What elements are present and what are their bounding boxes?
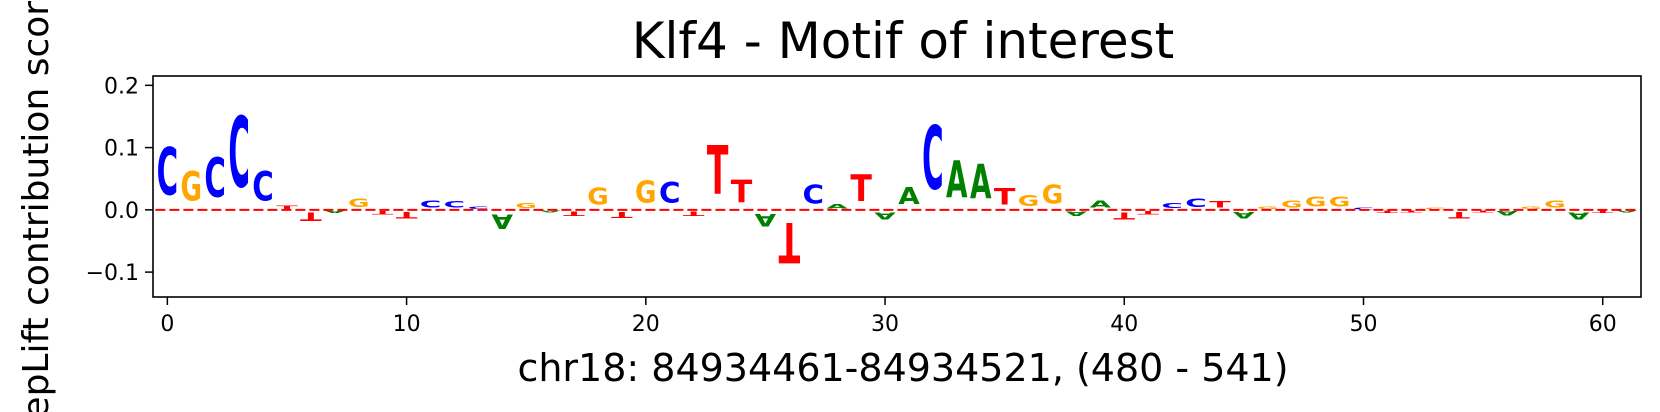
logo-letter-T: T <box>994 185 1016 210</box>
logo-letter-T: T <box>850 168 872 211</box>
logo-letter-G: G <box>348 197 370 210</box>
logo-letter-C: C <box>922 108 944 210</box>
plot-frame <box>153 76 1641 297</box>
x-tick-label: 0 <box>160 312 174 337</box>
logo-letter-T: T <box>707 134 729 211</box>
logo-letter-T: T <box>779 210 801 275</box>
logo-letter-A: A <box>1568 210 1591 222</box>
logo-letter-T: T <box>396 210 418 221</box>
logo-letter-C: C <box>157 134 179 210</box>
logo-letter-A: A <box>874 210 897 222</box>
logo-letter-G: G <box>181 164 203 210</box>
logo-letter-T: T <box>1209 199 1231 210</box>
logo-letter-A: A <box>1066 210 1088 218</box>
y-axis-label: DeepLift contribution score <box>16 0 57 412</box>
logo-letter-C: C <box>444 200 466 210</box>
logo-letter-G: G <box>515 201 537 210</box>
logo-letter-G: G <box>1305 194 1327 209</box>
logo-letter-T: T <box>611 210 633 219</box>
logo-letter-T: T <box>1114 210 1136 222</box>
logo-letter-A: A <box>970 156 992 211</box>
x-tick-label: 60 <box>1589 312 1617 337</box>
logo-letter-A: A <box>946 151 968 210</box>
chart-title: Klf4 - Motif of interest <box>632 12 1175 70</box>
logo-letter-T: T <box>1448 210 1470 220</box>
logo-letter-G: G <box>635 175 657 210</box>
x-axis-label: chr18: 84934461-84934521, (480 - 541) <box>517 346 1288 390</box>
logo-letter-C: C <box>659 176 681 210</box>
y-tick-label: 0.1 <box>104 137 139 162</box>
logo-letter-A: A <box>492 210 514 232</box>
logo-letter-C: C <box>228 97 250 209</box>
logo-letter-G: G <box>1042 181 1064 211</box>
logo-letter-C: C <box>204 147 226 211</box>
y-tick-label: −0.1 <box>86 261 139 286</box>
logo-letter-G: G <box>1018 193 1040 211</box>
logo-letter-A: A <box>1090 199 1112 210</box>
logo-letter-G: G <box>1544 198 1566 210</box>
logo-letter-G: G <box>1281 199 1303 210</box>
logo-letter-G: G <box>1329 194 1351 209</box>
logo-letter-T: T <box>731 175 753 211</box>
logo-letter-C: C <box>1185 197 1207 210</box>
x-tick-label: 20 <box>632 312 660 337</box>
x-tick-label: 40 <box>1110 312 1138 337</box>
logo-letter-T: T <box>300 210 323 224</box>
x-tick-label: 50 <box>1349 312 1377 337</box>
logo-letter-A: A <box>1233 210 1255 220</box>
logo-letter-C: C <box>420 199 442 210</box>
x-tick-label: 30 <box>871 312 899 337</box>
logo-letter-C: C <box>803 181 825 211</box>
y-tick-label: 0.0 <box>104 199 139 224</box>
x-tick-label: 10 <box>393 312 421 337</box>
logo-letter-A: A <box>755 209 777 228</box>
y-tick-label: 0.2 <box>104 74 139 99</box>
logo-letter-G: G <box>587 183 609 210</box>
logo-letter-C: C <box>252 164 274 211</box>
logo-letter-A: A <box>898 183 920 210</box>
